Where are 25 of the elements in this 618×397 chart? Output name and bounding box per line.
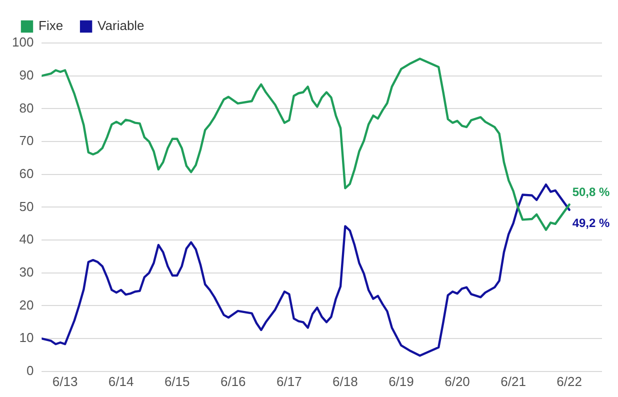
y-tick-label: 60 (19, 166, 34, 181)
legend-label: Fixe (38, 18, 64, 34)
y-tick-label: 40 (19, 232, 34, 247)
x-tick-label: 6/17 (276, 374, 302, 389)
x-tick-label: 6/20 (444, 374, 470, 389)
x-tick-label: 6/18 (332, 374, 358, 389)
y-tick-label: 20 (19, 297, 34, 312)
y-tick-label: 0 (26, 362, 34, 378)
x-tick-label: 6/15 (164, 374, 190, 389)
y-tick-label: 100 (12, 34, 34, 50)
x-tick-label: 6/13 (52, 374, 78, 389)
annotation: 50,8 % (572, 184, 610, 199)
y-tick-label: 10 (19, 330, 34, 346)
y-tick-label: 70 (19, 133, 34, 148)
y-tick-label: 90 (19, 67, 34, 82)
x-tick-label: 6/14 (108, 374, 134, 389)
annotation: 49,2 % (572, 216, 610, 230)
x-tick-label: 6/19 (388, 374, 414, 389)
y-tick-label: 50 (19, 198, 34, 214)
x-tick-label: 6/16 (220, 374, 246, 389)
x-tick-label: 6/22 (556, 374, 582, 389)
legend-label: Variable (98, 18, 144, 34)
y-tick-label: 30 (19, 264, 34, 280)
y-tick-label: 80 (19, 100, 34, 116)
x-tick-label: 6/21 (500, 374, 526, 389)
